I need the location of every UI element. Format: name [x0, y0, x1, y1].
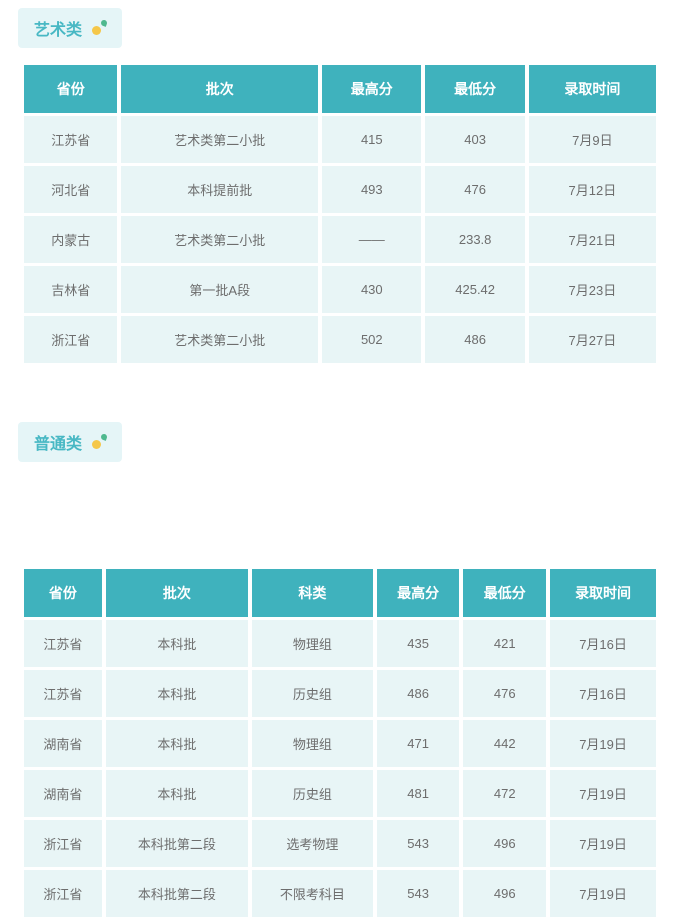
cell: 425.42: [425, 266, 524, 313]
cell: 7月19日: [550, 870, 656, 917]
cell: 艺术类第二小批: [121, 116, 318, 163]
cell: 艺术类第二小批: [121, 316, 318, 363]
cell: 543: [377, 820, 460, 867]
col-batch: 批次: [121, 65, 318, 113]
cell: 486: [425, 316, 524, 363]
col-subject: 科类: [252, 569, 373, 617]
cell: 476: [425, 166, 524, 213]
cell: 江苏省: [24, 116, 117, 163]
cell: 本科批: [106, 620, 248, 667]
cell: 浙江省: [24, 316, 117, 363]
cell: 7月19日: [550, 770, 656, 817]
table-row: 江苏省 本科批 物理组 435 421 7月16日: [24, 620, 656, 667]
table-row: 江苏省 本科批 历史组 486 476 7月16日: [24, 670, 656, 717]
cell: 选考物理: [252, 820, 373, 867]
cell: 472: [463, 770, 546, 817]
cell: 吉林省: [24, 266, 117, 313]
cell: ——: [322, 216, 421, 263]
col-min: 最低分: [425, 65, 524, 113]
col-province: 省份: [24, 65, 117, 113]
cell: 486: [377, 670, 460, 717]
col-min: 最低分: [463, 569, 546, 617]
cell: 浙江省: [24, 820, 102, 867]
cell: 471: [377, 720, 460, 767]
cell: 历史组: [252, 770, 373, 817]
col-date: 录取时间: [529, 65, 656, 113]
table-header-row: 省份 批次 最高分 最低分 录取时间: [24, 65, 656, 113]
cell: 7月12日: [529, 166, 656, 213]
cell: 496: [463, 870, 546, 917]
cell: 7月19日: [550, 720, 656, 767]
cell: 7月27日: [529, 316, 656, 363]
cell: 物理组: [252, 620, 373, 667]
section-label-general: 普通类: [18, 422, 122, 462]
cell: 7月19日: [550, 820, 656, 867]
table-row: 河北省 本科提前批 493 476 7月12日: [24, 166, 656, 213]
cell: 7月16日: [550, 620, 656, 667]
cell: 第一批A段: [121, 266, 318, 313]
cell: 543: [377, 870, 460, 917]
cell: 493: [322, 166, 421, 213]
cell: 艺术类第二小批: [121, 216, 318, 263]
cell: 502: [322, 316, 421, 363]
cell: 内蒙古: [24, 216, 117, 263]
table-row: 湖南省 本科批 历史组 481 472 7月19日: [24, 770, 656, 817]
cell: 7月23日: [529, 266, 656, 313]
table-arts: 省份 批次 最高分 最低分 录取时间 江苏省 艺术类第二小批 415 403 7…: [20, 62, 660, 366]
cell: 415: [322, 116, 421, 163]
table-row: 湖南省 本科批 物理组 471 442 7月19日: [24, 720, 656, 767]
cell: 403: [425, 116, 524, 163]
table-header-row: 省份 批次 科类 最高分 最低分 录取时间: [24, 569, 656, 617]
cell: 物理组: [252, 720, 373, 767]
cell: 湖南省: [24, 770, 102, 817]
cell: 430: [322, 266, 421, 313]
cell: 233.8: [425, 216, 524, 263]
decoration-icon: [92, 435, 106, 449]
cell: 442: [463, 720, 546, 767]
section-title: 普通类: [34, 430, 82, 454]
table-row: 浙江省 本科批第二段 不限考科目 543 496 7月19日: [24, 870, 656, 917]
cell: 本科批: [106, 770, 248, 817]
cell: 7月16日: [550, 670, 656, 717]
col-max: 最高分: [322, 65, 421, 113]
cell: 本科提前批: [121, 166, 318, 213]
cell: 本科批第二段: [106, 820, 248, 867]
cell: 江苏省: [24, 670, 102, 717]
cell: 481: [377, 770, 460, 817]
cell: 河北省: [24, 166, 117, 213]
col-batch: 批次: [106, 569, 248, 617]
section-title: 艺术类: [34, 16, 82, 40]
cell: 江苏省: [24, 620, 102, 667]
table-row: 江苏省 艺术类第二小批 415 403 7月9日: [24, 116, 656, 163]
col-date: 录取时间: [550, 569, 656, 617]
table-row: 内蒙古 艺术类第二小批 —— 233.8 7月21日: [24, 216, 656, 263]
table-row: 浙江省 艺术类第二小批 502 486 7月27日: [24, 316, 656, 363]
cell: 476: [463, 670, 546, 717]
table-row: 吉林省 第一批A段 430 425.42 7月23日: [24, 266, 656, 313]
cell: 本科批第二段: [106, 870, 248, 917]
decoration-icon: [92, 21, 106, 35]
cell: 7月21日: [529, 216, 656, 263]
cell: 本科批: [106, 670, 248, 717]
cell: 7月9日: [529, 116, 656, 163]
col-province: 省份: [24, 569, 102, 617]
cell: 496: [463, 820, 546, 867]
table-row: 浙江省 本科批第二段 选考物理 543 496 7月19日: [24, 820, 656, 867]
cell: 不限考科目: [252, 870, 373, 917]
table-general: 省份 批次 科类 最高分 最低分 录取时间 江苏省 本科批 物理组 435 42…: [20, 566, 660, 920]
section-label-arts: 艺术类: [18, 8, 122, 48]
cell: 本科批: [106, 720, 248, 767]
cell: 421: [463, 620, 546, 667]
cell: 浙江省: [24, 870, 102, 917]
cell: 湖南省: [24, 720, 102, 767]
cell: 历史组: [252, 670, 373, 717]
cell: 435: [377, 620, 460, 667]
col-max: 最高分: [377, 569, 460, 617]
